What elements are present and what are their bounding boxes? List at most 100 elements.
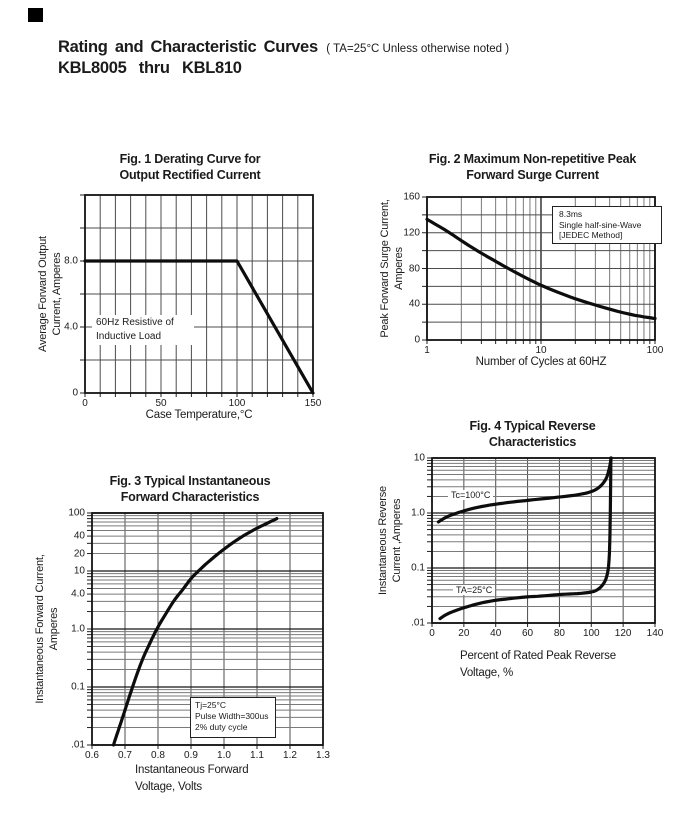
- x-tick-label: 40: [490, 628, 502, 639]
- fig1-title-line2: Output Rectified Current: [119, 168, 261, 182]
- page-title: Rating and Characteristic Curves: [58, 38, 318, 56]
- fig3-x-axis-title-line2: Voltage, Volts: [135, 781, 202, 793]
- fig4-title-line1: Fig. 4 Typical Reverse: [469, 419, 596, 433]
- y-tick-label: 40: [73, 530, 85, 542]
- fig4-curve-label-tc100: Tc=100°C: [448, 490, 494, 500]
- y-tick-label: 8.0: [64, 255, 78, 267]
- x-tick-label: 100: [646, 345, 664, 356]
- y-tick-label: 40: [408, 298, 420, 310]
- fig2-y-axis-title-line1: Peak Forward Surge Current,: [379, 199, 391, 338]
- fig3-y-axis-title-line2: Amperes: [48, 607, 60, 651]
- x-tick-label: 1: [424, 345, 430, 356]
- x-tick-label: 1.1: [250, 750, 264, 761]
- y-tick-label: 80: [408, 263, 420, 274]
- fig1-y-axis-title: Average Forward Output Current, Amperes: [36, 195, 68, 393]
- y-tick-label: 10: [413, 452, 425, 464]
- fig4-x-axis-title-line1: Percent of Rated Peak Reverse: [460, 650, 616, 662]
- x-tick-label: 140: [646, 628, 664, 639]
- y-tick-label: 100: [68, 507, 85, 519]
- x-tick-label: 1.2: [283, 750, 297, 761]
- fig3-x-axis-title-line1: Instantaneous Forward: [135, 764, 249, 776]
- y-tick-label: .01: [411, 617, 425, 629]
- fig1-y-axis-title-line1: Average Forward Output: [37, 236, 49, 352]
- x-tick-label: 1.3: [316, 750, 330, 761]
- x-tick-label: 10: [535, 345, 547, 356]
- fig3-x-axis-title: Instantaneous Forward Voltage, Volts: [135, 762, 249, 796]
- x-tick-label: 100: [582, 628, 600, 639]
- fig3-title-line1: Fig. 3 Typical Instantaneous: [109, 474, 271, 488]
- x-tick-label: 0: [429, 628, 435, 639]
- fig3-annotation-line1: Tj=25°C: [195, 700, 227, 710]
- y-tick-label: 0: [72, 387, 78, 399]
- x-tick-label: 20: [458, 628, 470, 639]
- fig1-annotation: 60Hz Resistive of Inductive Load: [92, 315, 194, 345]
- fig4-y-axis-title: Instantaneous Reverse Current ,Amperes: [376, 458, 408, 623]
- page-header: Rating and Characteristic Curves ( TA=25…: [58, 38, 658, 78]
- fig4-title: Fig. 4 Typical Reverse Characteristics: [425, 418, 640, 450]
- y-tick-label: 0.1: [71, 681, 85, 693]
- x-tick-label: 100: [228, 398, 246, 409]
- y-tick-label: 120: [403, 227, 420, 239]
- x-tick-label: 50: [155, 398, 167, 409]
- fig3-title: Fig. 3 Typical Instantaneous Forward Cha…: [85, 473, 295, 505]
- fig4-x-axis-title: Percent of Rated Peak Reverse Voltage, %: [460, 648, 616, 682]
- fig4-y-axis-title-line1: Instantaneous Reverse: [377, 486, 389, 595]
- fig3-plot-area: [87, 512, 324, 749]
- x-tick-label: 0.8: [151, 750, 165, 761]
- y-tick-label: 1.0: [411, 507, 425, 519]
- curve-surge-current: [425, 217, 657, 321]
- fig2-annotation-line3: [JEDEC Method]: [559, 230, 623, 240]
- curve-forward-characteristic: [111, 517, 279, 747]
- corner-mark: [28, 8, 43, 22]
- fig2-y-axis-title: Peak Forward Surge Current, Amperes: [378, 197, 410, 340]
- fig2-y-axis-title-line2: Amperes: [393, 247, 405, 290]
- x-tick-label: 0.6: [85, 750, 99, 761]
- x-tick-label: 150: [304, 398, 322, 409]
- y-tick-label: .01: [71, 739, 85, 751]
- x-tick-label: 80: [553, 628, 565, 639]
- y-tick-label: 0.1: [411, 562, 425, 574]
- fig3-y-axis-title: Instantaneous Forward Current, Amperes: [33, 513, 65, 745]
- y-tick-label: 1.0: [71, 623, 85, 635]
- x-tick-label: 120: [614, 628, 632, 639]
- fig3-annotation-line3: 2% duty cycle: [195, 722, 248, 732]
- y-tick-label: 20: [73, 548, 85, 560]
- x-tick-label: 0.7: [118, 750, 132, 761]
- fig1-title-line1: Fig. 1 Derating Curve for: [119, 152, 261, 166]
- page-title-note: ( TA=25°C Unless otherwise noted ): [326, 43, 510, 55]
- x-tick-label: 0.9: [184, 750, 198, 761]
- x-tick-label: 1.0: [217, 750, 231, 761]
- fig2-annotation: 8.3ms Single half-sine-Wave [JEDEC Metho…: [552, 206, 662, 244]
- fig1-annotation-line1: 60Hz Resistive of: [96, 317, 174, 328]
- curve-derating-curve: [83, 259, 315, 395]
- fig4-curve-label-ta25: TA=25°C: [453, 585, 496, 595]
- y-tick-label: 10: [73, 565, 85, 577]
- fig1-y-axis-title-line2: Current, Amperes: [51, 252, 63, 336]
- x-tick-label: 60: [522, 628, 534, 639]
- fig4-x-axis-title-line2: Voltage, %: [460, 667, 513, 679]
- fig3-title-line2: Forward Characteristics: [120, 490, 260, 504]
- fig2-annotation-line1: 8.3ms: [559, 209, 583, 219]
- fig3-annotation-line2: Pulse Width=300us: [195, 711, 269, 721]
- fig1-plot-area: [80, 194, 315, 397]
- fig1-title: Fig. 1 Derating Curve for Output Rectifi…: [85, 151, 295, 183]
- fig1-x-axis-title: Case Temperature,°C: [145, 409, 253, 421]
- curve-TA=25°C: [438, 456, 613, 621]
- fig3-y-axis-title-line1: Instantaneous Forward Current,: [34, 554, 46, 704]
- fig2-title: Fig. 2 Maximum Non-repetitive Peak Forwa…: [415, 151, 650, 183]
- fig4-title-line2: Characteristics: [488, 435, 577, 449]
- x-tick-label: 0: [82, 398, 88, 409]
- y-tick-label: 160: [403, 191, 420, 203]
- fig1-annotation-line2: Inductive Load: [96, 331, 162, 342]
- fig2-title-line2: Forward Surge Current: [466, 168, 599, 182]
- y-tick-label: 4.0: [71, 588, 85, 600]
- fig2-annotation-line2: Single half-sine-Wave: [559, 219, 642, 230]
- y-tick-label: 4.0: [64, 321, 78, 333]
- part-number-range: KBL8005 thru KBL810: [58, 59, 242, 77]
- fig4-plot-area: [427, 456, 656, 627]
- y-tick-label: 0: [414, 334, 420, 346]
- fig2-x-axis-title: Number of Cycles at 60HZ: [475, 356, 607, 368]
- fig2-title-line1: Fig. 2 Maximum Non-repetitive Peak: [428, 152, 637, 166]
- curve-Tc=100°C: [436, 456, 613, 524]
